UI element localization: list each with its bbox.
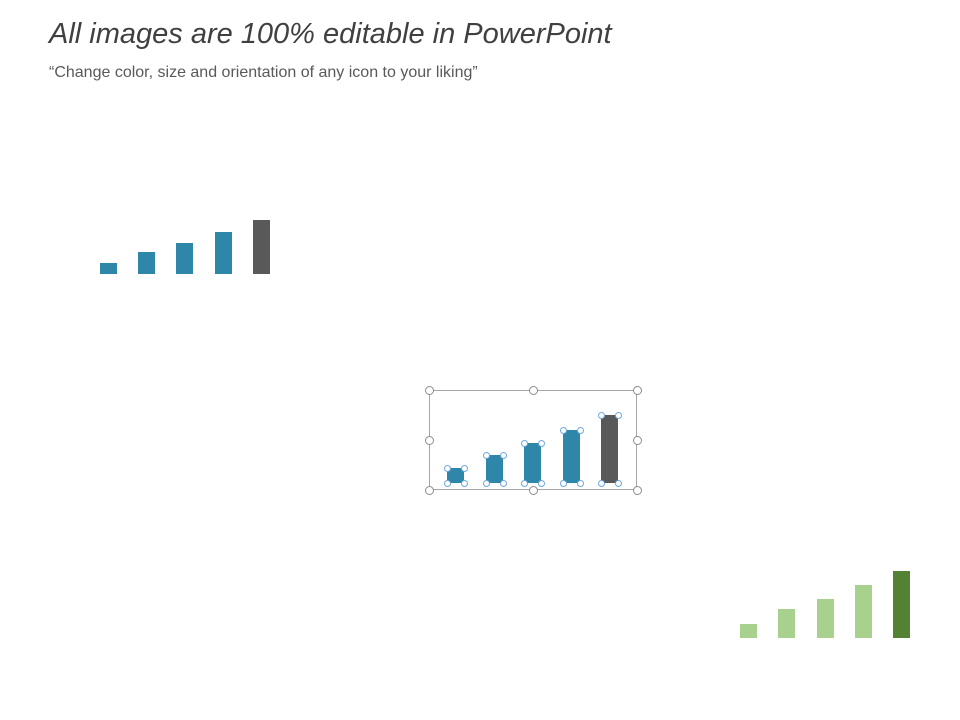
bar-resize-handle[interactable] (538, 480, 545, 487)
bar-2 (138, 252, 155, 274)
resize-handle[interactable] (633, 386, 642, 395)
bar-4 (855, 585, 872, 638)
resize-handle[interactable] (529, 386, 538, 395)
resize-handle[interactable] (633, 436, 642, 445)
bar-4 (215, 232, 232, 274)
bar-1 (447, 468, 464, 483)
bar-1 (100, 263, 117, 274)
bar-resize-handle[interactable] (577, 427, 584, 434)
bar-resize-handle[interactable] (483, 452, 490, 459)
bar-resize-handle[interactable] (444, 465, 451, 472)
bar-1 (740, 624, 757, 638)
bar-resize-handle[interactable] (461, 480, 468, 487)
slide-subtitle: “Change color, size and orientation of a… (49, 64, 478, 81)
bar-resize-handle[interactable] (538, 440, 545, 447)
bar-resize-handle[interactable] (461, 465, 468, 472)
bar-resize-handle[interactable] (560, 427, 567, 434)
bar-5 (601, 415, 618, 483)
bar-resize-handle[interactable] (500, 480, 507, 487)
resize-handle[interactable] (425, 486, 434, 495)
bar-resize-handle[interactable] (483, 480, 490, 487)
bar-resize-handle[interactable] (577, 480, 584, 487)
bar-resize-handle[interactable] (598, 480, 605, 487)
bar-5 (253, 220, 270, 274)
bar-resize-handle[interactable] (615, 412, 622, 419)
resize-handle[interactable] (529, 486, 538, 495)
slide-title: All images are 100% editable in PowerPoi… (49, 18, 612, 50)
bar-2 (778, 609, 795, 638)
bar-resize-handle[interactable] (521, 440, 528, 447)
bar-resize-handle[interactable] (598, 412, 605, 419)
bar-resize-handle[interactable] (521, 480, 528, 487)
bar-3 (176, 243, 193, 274)
bar-resize-handle[interactable] (444, 480, 451, 487)
bar-5 (893, 571, 910, 638)
bar-resize-handle[interactable] (615, 480, 622, 487)
bar-3 (524, 443, 541, 483)
resize-handle[interactable] (425, 386, 434, 395)
bar-4 (563, 430, 580, 483)
bar-3 (817, 599, 834, 638)
bar-resize-handle[interactable] (500, 452, 507, 459)
resize-handle[interactable] (425, 436, 434, 445)
bar-2 (486, 455, 503, 483)
resize-handle[interactable] (633, 486, 642, 495)
bar-resize-handle[interactable] (560, 480, 567, 487)
